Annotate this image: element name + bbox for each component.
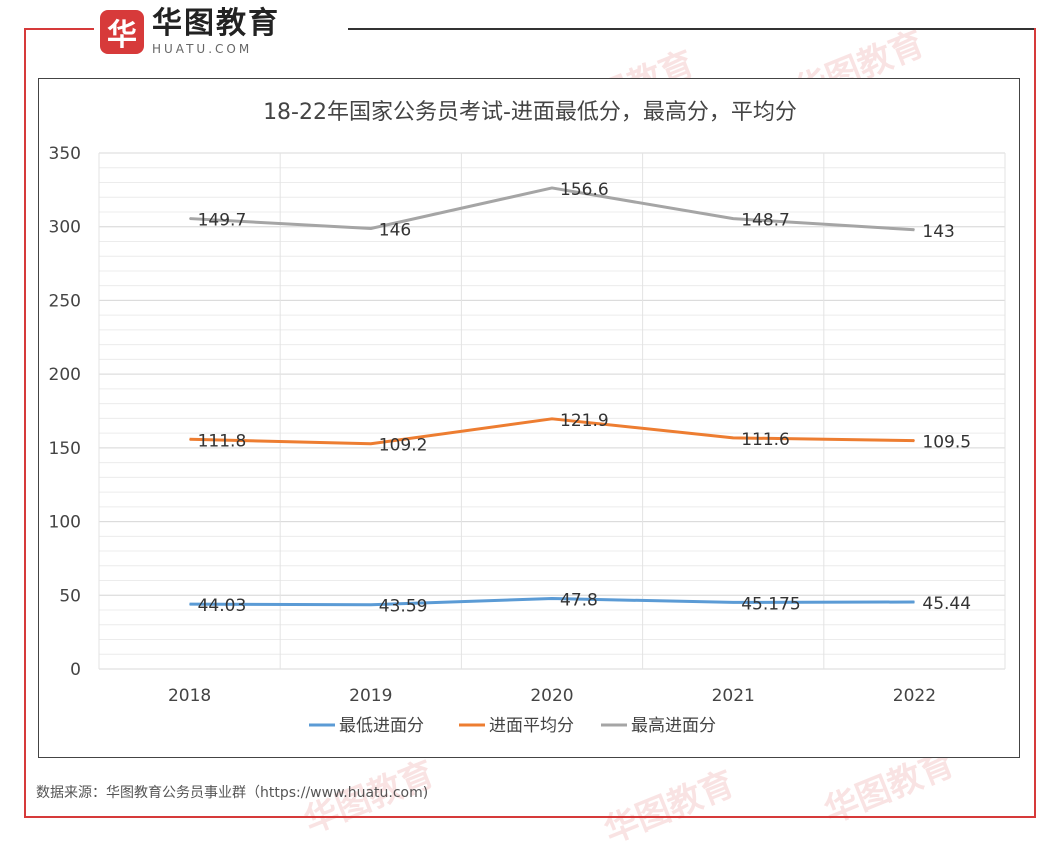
data-label: 143: [922, 222, 954, 242]
data-label: 43.59: [379, 597, 428, 617]
data-label: 44.03: [198, 596, 247, 616]
data-point: [732, 601, 734, 603]
y-tick-label: 100: [49, 513, 81, 533]
x-tick-label: 2019: [349, 686, 392, 706]
brand-logo: 华 华图教育 HUATU.COM: [100, 6, 340, 58]
frame-top-line: [348, 28, 1036, 30]
x-tick-label: 2018: [168, 686, 211, 706]
legend-label: 最低进面分: [339, 716, 424, 736]
data-point: [732, 437, 734, 439]
logo-mark-icon: 华: [100, 10, 144, 54]
y-tick-label: 300: [49, 218, 81, 238]
legend-label: 最高进面分: [631, 716, 716, 736]
data-label: 146: [379, 220, 411, 240]
series-line: [189, 417, 915, 446]
y-tick-label: 350: [49, 144, 81, 164]
chart-title: 18-22年国家公务员考试-进面最低分，最高分，平均分: [263, 100, 797, 125]
x-tick-label: 2022: [893, 686, 936, 706]
y-tick-label: 0: [70, 660, 81, 680]
frame-top-left: [24, 28, 94, 30]
legend-label: 进面平均分: [489, 716, 574, 736]
logo-name-en: HUATU.COM: [152, 42, 253, 56]
data-point: [913, 440, 915, 442]
data-label: 111.6: [741, 430, 790, 450]
data-point: [551, 418, 553, 420]
series-line: [189, 597, 915, 607]
data-point: [189, 603, 191, 605]
data-point: [913, 601, 915, 603]
data-point: [732, 218, 734, 220]
x-tick-label: 2020: [530, 686, 573, 706]
data-label: 121.9: [560, 411, 609, 431]
data-label: 45.44: [922, 594, 971, 614]
data-point: [370, 227, 372, 229]
data-label: 111.8: [198, 431, 247, 451]
data-label: 149.7: [198, 211, 247, 231]
y-tick-label: 200: [49, 365, 81, 385]
y-tick-label: 250: [49, 291, 81, 311]
data-point: [913, 229, 915, 231]
outer-frame: [24, 28, 1036, 818]
y-tick-label: 150: [49, 439, 81, 459]
x-tick-label: 2021: [712, 686, 755, 706]
line-chart: 18-22年国家公务员考试-进面最低分，最高分，平均分 0 50 100 150 200…: [49, 100, 1006, 736]
data-source: 数据来源：华图教育公务员事业群（https://www.huatu.com): [36, 785, 429, 801]
series-line: [189, 186, 915, 232]
data-point: [189, 218, 191, 220]
data-point: [551, 598, 553, 600]
chart-panel: 18-22年国家公务员考试-进面最低分，最高分，平均分 0 50 100 150 200…: [38, 78, 1020, 758]
data-label: 109.2: [379, 436, 428, 456]
data-point: [551, 187, 553, 189]
data-label: 47.8: [560, 591, 598, 611]
logo-name-cn: 华图教育: [152, 6, 280, 41]
data-label: 156.6: [560, 180, 609, 200]
data-label: 45.175: [741, 594, 800, 614]
data-label: 148.7: [741, 211, 790, 231]
y-tick-label: 50: [59, 586, 81, 606]
data-point: [370, 443, 372, 445]
data-label: 109.5: [922, 433, 971, 453]
data-point: [189, 438, 191, 440]
data-point: [370, 604, 372, 606]
